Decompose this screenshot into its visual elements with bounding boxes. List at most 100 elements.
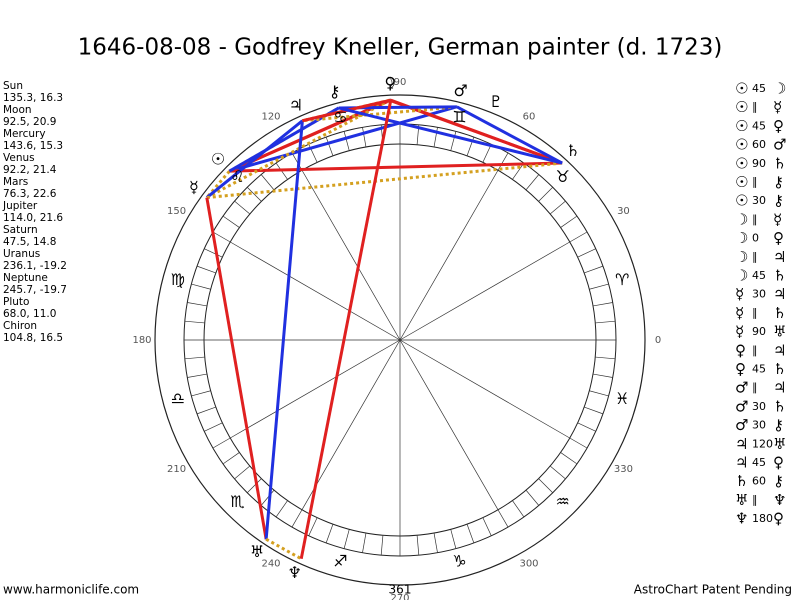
ring-tick [433,127,438,148]
aspect-line [265,537,302,561]
ring-tick [560,215,578,228]
aspect-from: ☿ [735,304,744,322]
ring-tick [512,500,525,518]
planet-position: 76.3, 22.6 [3,188,57,200]
ring-tick [584,265,604,274]
footer-right: AstroChart Patent Pending [634,583,792,597]
degree-label: 30 [617,206,630,217]
ring-tick [212,437,231,449]
aspect-to: ☽ [773,80,786,98]
spoke [399,339,499,510]
aspect-type: ∥ [752,344,758,357]
ring-tick [525,174,540,191]
sign-glyph: ♓ [615,389,629,408]
aspect-to: ♀ [773,117,784,135]
aspect-from: ☉ [735,192,748,210]
aspect-from: ♃ [735,435,748,453]
ring-tick [482,517,492,536]
ring-tick [291,152,303,171]
aspect-to: ♄ [773,397,786,415]
aspect-line [205,197,268,540]
planet-position: 114.0, 21.6 [3,212,63,224]
degree-label: 0 [655,335,661,346]
aspect-type: 45 [752,82,766,95]
spoke [230,339,401,439]
spoke [230,241,401,341]
aspect-from: ☿ [735,323,744,341]
aspect-type: 30 [752,194,766,207]
planet-position: 92.2, 21.4 [3,164,57,176]
ring-tick [362,127,367,148]
ring-tick [450,131,457,151]
aspect-line [228,105,458,173]
ring-tick [184,356,205,360]
ring-tick [222,215,240,228]
sign-glyph: ♏ [230,492,244,511]
aspect-type: 45 [752,269,766,282]
ring-tick [308,517,318,536]
spoke [399,241,570,341]
ring-tick [589,283,609,290]
aspect-to: ⚷ [773,416,784,434]
planet-glyph: ♅ [250,542,264,561]
planet-position: 104.8, 16.5 [3,332,63,344]
sign-glyph: ♊ [452,107,466,126]
aspect-to: ♄ [773,154,786,172]
ring-tick [196,265,216,274]
planet-position: 236.1, -19.2 [3,260,67,272]
aspect-to: ☿ [773,210,782,228]
aspect-from: ♆ [735,510,748,528]
aspect-type: ∥ [752,213,758,226]
aspect-to: ♀ [773,454,784,472]
aspect-type: ∥ [752,381,758,394]
aspect-to: ♃ [773,341,786,359]
ring-tick [343,529,350,549]
ring-tick [497,509,509,528]
planet-glyph: ☽ [382,74,396,93]
aspect-line [299,99,393,560]
ring-tick [525,489,540,506]
aspect-line [229,161,563,173]
ring-tick [204,248,223,258]
ring-tick [466,524,475,544]
aspect-from: ♄ [735,472,748,490]
ring-tick [538,478,553,493]
aspect-from: ☽ [735,210,748,228]
planet-name: Mars [3,176,28,188]
aspect-from: ♂ [735,416,748,434]
aspect-type: 30 [752,400,766,413]
aspect-from: ☉ [735,117,748,135]
ring-tick [416,535,420,556]
ring-tick [592,373,613,378]
planet-position: 47.5, 14.8 [3,236,56,248]
ring-tick [325,524,334,544]
ring-tick [234,465,251,480]
footer-left: www.harmoniclife.com [3,583,139,597]
ring-tick [247,187,262,202]
ring-tick [196,406,216,415]
aspect-line [338,106,563,165]
ring-tick [204,422,223,432]
footer-center: 361 [389,583,412,597]
ring-tick [497,152,509,171]
ring-tick [343,131,350,151]
aspect-to: ☿ [773,98,782,116]
aspect-from: ☽ [735,267,748,285]
aspect-from: ☿ [735,285,744,303]
ring-tick [577,422,596,432]
aspect-to: ♄ [773,267,786,285]
aspect-from: ☉ [735,173,748,191]
aspect-to: ♀ [773,510,784,528]
degree-label: 180 [132,335,151,346]
aspect-type: ∥ [752,306,758,319]
ring-tick [212,231,231,243]
aspect-from: ☉ [735,80,748,98]
ring-tick [433,532,438,553]
ring-tick [247,478,262,493]
aspect-type: 90 [752,157,766,170]
planet-name: Moon [3,104,32,116]
ring-tick [569,437,588,449]
aspect-from: ♂ [735,379,748,397]
aspect-type: 60 [752,138,766,151]
spoke [301,170,401,341]
